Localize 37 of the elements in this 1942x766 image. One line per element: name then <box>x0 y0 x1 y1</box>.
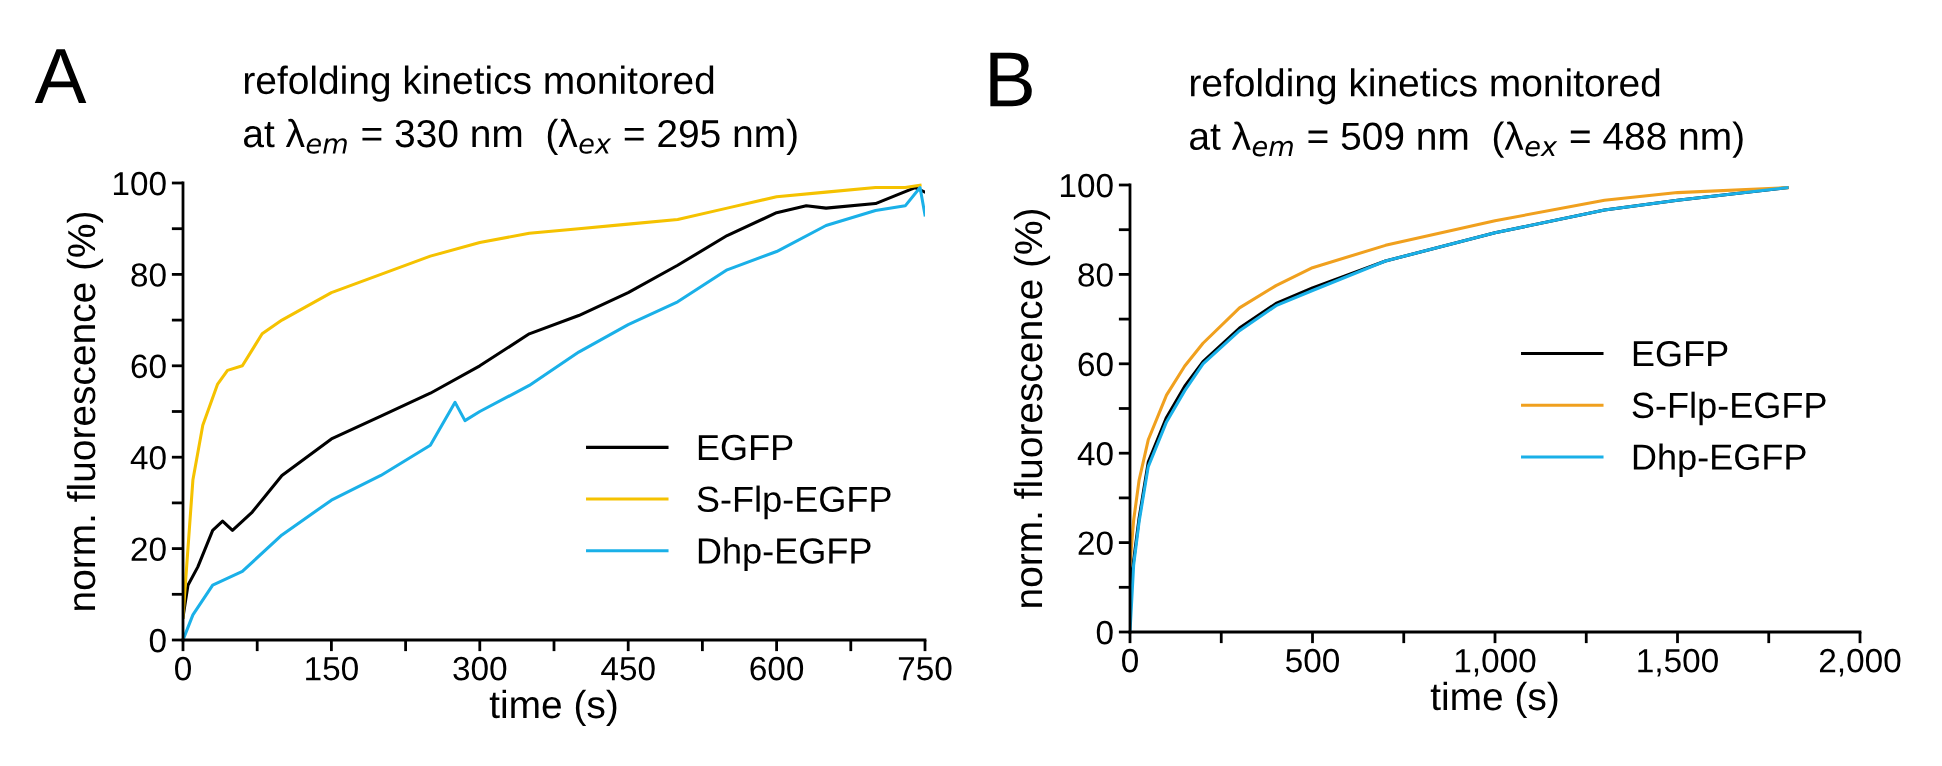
x-tick-label: 450 <box>601 656 655 681</box>
x-tick-label: 300 <box>453 656 507 681</box>
y-axis-title: norm. fluorescence (%) <box>1013 209 1051 607</box>
legend-label: Dhp-EGFP <box>698 537 871 571</box>
y-tick-label: 80 <box>1078 263 1113 287</box>
x-axis-title: time (s) <box>489 689 617 727</box>
y-axis-title: norm. fluorescence (%) <box>66 212 104 610</box>
y-tick-label: 0 <box>1096 620 1113 645</box>
y-tick-label: 100 <box>1060 173 1113 198</box>
chart-title: refolding kinetics monitored at λ$_{em}$ = 509 nm (λ$_{ex}$ = 488 nm) <box>1190 68 1743 158</box>
x-tick-label: 500 <box>1286 648 1340 673</box>
x-tick-label: 0 <box>1122 648 1138 673</box>
y-tick-label: 40 <box>1077 442 1113 466</box>
legend-label: Dhp-EGFP <box>1633 443 1806 478</box>
y-tick-label: 40 <box>130 446 166 470</box>
x-tick-label: 600 <box>750 656 804 681</box>
y-tick-label: 20 <box>131 537 166 562</box>
text: B <box>990 52 1032 107</box>
x-tick-label: 2,000 <box>1819 648 1901 677</box>
legend-label: S-Flp-EGFP <box>1632 391 1826 426</box>
y-tick-label: 20 <box>1078 531 1113 556</box>
chart-title: refolding kinetics monitored at λ$_{em}$ = 330 nm (λ$_{ex}$ = 295 nm) <box>244 65 797 156</box>
y-tick-label: 80 <box>131 263 166 287</box>
x-tick-label: 1,000 <box>1455 648 1536 677</box>
y-tick-label: 60 <box>131 354 166 379</box>
x-tick-label: 150 <box>306 656 358 681</box>
x-tick-label: 0 <box>175 656 191 681</box>
legend-label: S-Flp-EGFP <box>697 485 891 520</box>
x-tick-label: 750 <box>898 656 952 681</box>
x-axis-title: time (s) <box>1430 681 1558 719</box>
legend-label: EGFP <box>698 434 793 461</box>
x-tick-label: 1,500 <box>1638 648 1718 677</box>
y-tick-label: 60 <box>1078 352 1113 377</box>
legend-label: EGFP <box>1633 340 1728 367</box>
y-tick-label: 0 <box>149 628 166 653</box>
y-tick-label: 100 <box>113 171 166 196</box>
text: A <box>34 49 87 103</box>
